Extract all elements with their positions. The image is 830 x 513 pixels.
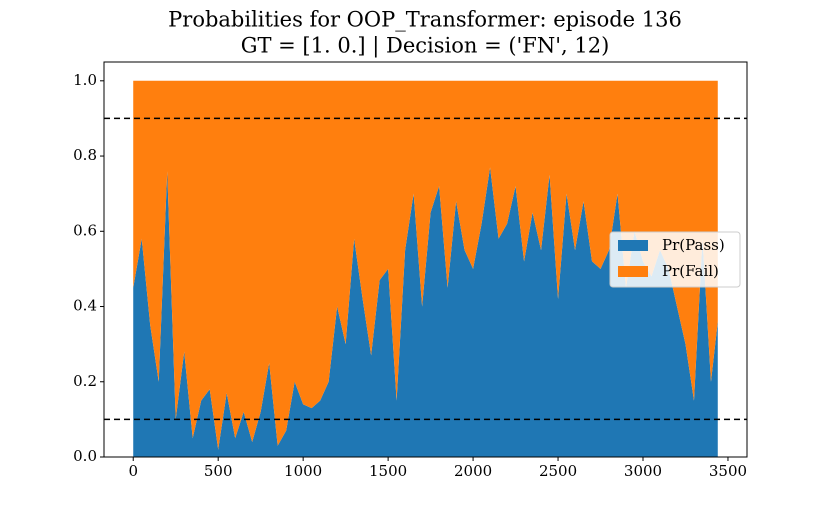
x-tick-label: 0 — [128, 462, 138, 480]
x-tick-label: 3000 — [624, 462, 662, 480]
chart-subtitle: GT = [1. 0.] | Decision = ('FN', 12) — [241, 34, 610, 59]
y-tick-label: 0.2 — [73, 372, 97, 390]
x-tick-label: 500 — [204, 462, 233, 480]
y-tick-label: 0.8 — [73, 146, 97, 164]
legend-swatch — [618, 266, 648, 277]
x-tick-label: 1000 — [284, 462, 322, 480]
y-tick-label: 1.0 — [73, 71, 97, 89]
y-tick-label: 0.4 — [73, 297, 97, 315]
y-tick-label: 0.6 — [73, 221, 97, 239]
legend-swatch — [618, 240, 648, 251]
area — [133, 80, 718, 450]
x-tick-label: 2000 — [454, 462, 492, 480]
area — [133, 167, 718, 458]
x-tick-label: 1500 — [369, 462, 407, 480]
legend-label: Pr(Pass) — [662, 236, 725, 254]
plot-frame — [103, 61, 748, 458]
chart-title: Probabilities for OOP_Transformer: episo… — [168, 8, 682, 32]
x-tick-label: 3500 — [709, 462, 747, 480]
x-tick-label: 2500 — [539, 462, 577, 480]
legend-label: Pr(Fail) — [662, 262, 719, 280]
y-tick-label: 0.0 — [73, 447, 97, 465]
